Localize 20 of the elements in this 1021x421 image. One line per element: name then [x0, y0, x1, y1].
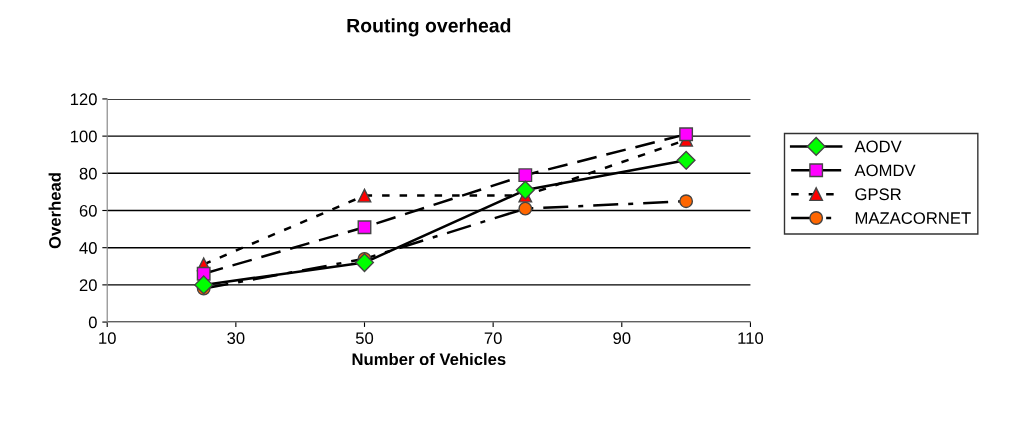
- x-tick-label: 90: [613, 332, 631, 345]
- x-tick-label: 70: [484, 332, 502, 345]
- legend-label: MAZACORNET: [855, 212, 971, 224]
- y-tick-label: 120: [70, 93, 97, 106]
- chart-title: Routing overhead: [347, 18, 511, 37]
- y-tick-label: 60: [79, 204, 97, 217]
- x-tick-label: 30: [227, 332, 245, 345]
- y-tick-label: 40: [79, 242, 97, 254]
- legend-label: GPSR: [855, 188, 901, 201]
- y-tick-label: 100: [70, 130, 97, 143]
- legend-label: AOMDV: [854, 164, 916, 177]
- y-axis-title: Overhead: [48, 173, 61, 249]
- legend-label: AODV: [854, 140, 902, 153]
- x-axis-title: Number of Vehicles: [352, 352, 506, 366]
- y-tick-label: 80: [79, 167, 97, 180]
- x-tick-label: 10: [99, 332, 116, 345]
- x-tick-label: 110: [738, 332, 764, 345]
- y-tick-label: 20: [79, 279, 97, 292]
- x-tick-label: 50: [355, 332, 374, 345]
- y-tick-label: 0: [88, 316, 97, 329]
